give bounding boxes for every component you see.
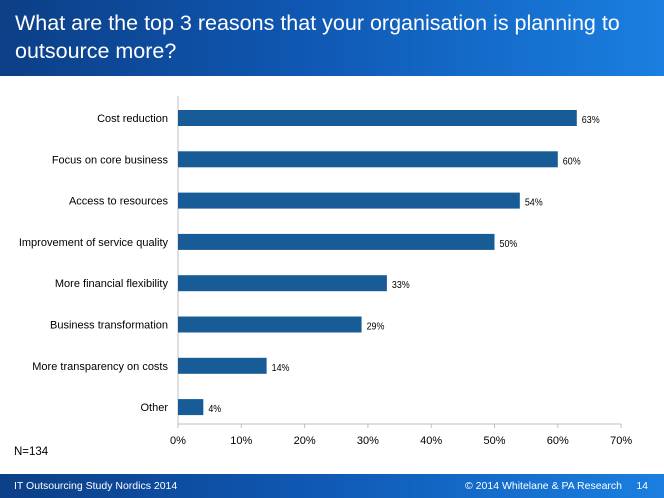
category-label: Access to resources (69, 196, 169, 208)
footer-copyright: © 2014 Whitelane & PA Research (465, 480, 622, 492)
title-banner: What are the top 3 reasons that your org… (0, 0, 664, 76)
data-label: 60% (563, 156, 581, 168)
data-label: 54% (525, 197, 543, 209)
bar (178, 151, 558, 168)
data-label: 29% (367, 321, 385, 333)
bar-chart: 0% 10% 20% 30% 40% 50% 60% 70% Cost reduction 63%… (19, 96, 632, 447)
x-tick-label: 10% (230, 435, 252, 447)
data-label: 4% (208, 403, 221, 415)
category-label: More financial flexibility (55, 278, 169, 290)
x-tick-label: 0% (170, 435, 186, 447)
x-tick-label: 40% (420, 435, 442, 447)
category-label: Improvement of service quality (19, 237, 169, 249)
bar (178, 233, 495, 250)
bar (178, 110, 577, 126)
sample-size-note: N=134 (14, 446, 49, 458)
bar (178, 192, 520, 209)
footer-bar: IT Outsourcing Study Nordics 2014 © 2014… (0, 474, 664, 498)
category-label: More transparency on costs (32, 361, 168, 373)
category-label: Cost reduction (97, 113, 168, 125)
bar (178, 316, 362, 333)
x-tick-label: 20% (294, 435, 316, 447)
footer-study-name: IT Outsourcing Study Nordics 2014 (14, 480, 178, 492)
data-label: 14% (272, 362, 290, 374)
bar (178, 275, 387, 292)
x-tick-label: 30% (357, 435, 379, 447)
page-number: 14 (636, 480, 648, 492)
chart-area: 0% 10% 20% 30% 40% 50% 60% 70% Cost reduction 63%… (0, 76, 664, 472)
data-label: 33% (392, 280, 410, 292)
category-label: Focus on core business (52, 154, 169, 166)
slide-title: What are the top 3 reasons that your org… (15, 11, 620, 63)
data-label: 63% (582, 114, 600, 126)
bar (178, 357, 267, 374)
category-label: Other (140, 402, 168, 414)
data-label: 50% (500, 238, 518, 250)
category-label: Business transformation (50, 320, 168, 332)
x-tick-label: 70% (610, 435, 632, 447)
x-tick-label: 50% (483, 435, 505, 447)
x-tick-label: 60% (547, 435, 569, 447)
bar (178, 399, 204, 416)
